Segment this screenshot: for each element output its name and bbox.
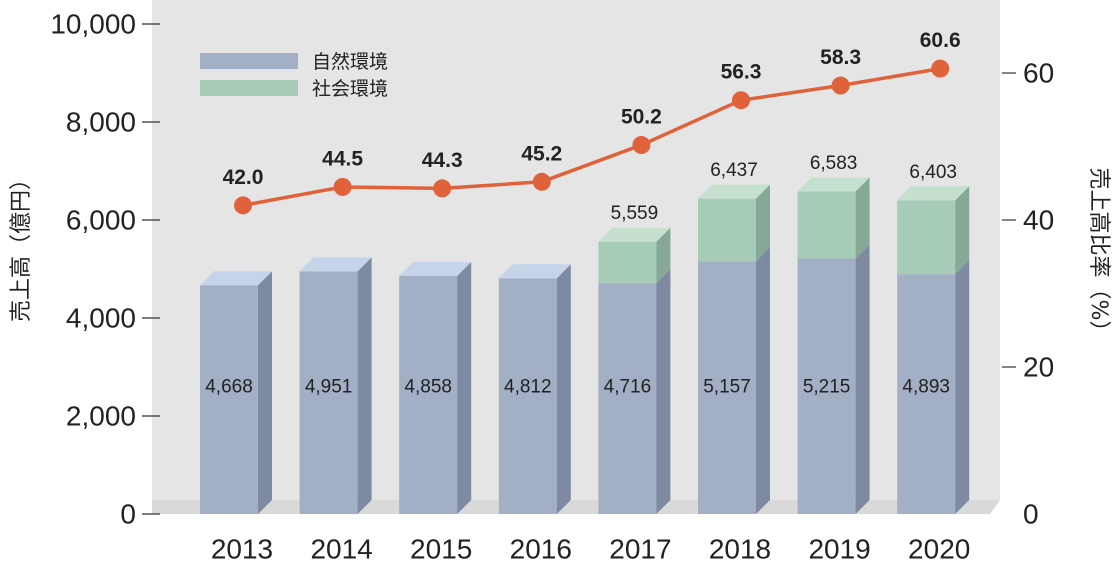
bars: 4,668 4,951 4,858 4,812 4,716 5,559 5,157 6,437…	[200, 153, 970, 514]
bar-nature	[498, 278, 557, 514]
bar-society-top	[598, 227, 671, 242]
bar-nature	[797, 258, 856, 514]
legend: 自然環境 社会環境	[200, 51, 388, 100]
y-tick-label: 8,000	[66, 107, 136, 138]
bar-value-label: 5,157	[703, 377, 751, 398]
bar-society	[698, 198, 756, 262]
x-tick-label: 2014	[310, 534, 372, 565]
ratio-line: 42.0 44.5 44.3 45.2 50.2 56.3 58.3 60.6	[223, 29, 961, 215]
ratio-label: 44.3	[422, 149, 463, 172]
bar-nature-side	[955, 260, 970, 514]
x-tick-label: 2018	[709, 534, 771, 565]
y-tick-label: 2,000	[66, 401, 136, 432]
y2-tick-label: 20	[1023, 352, 1054, 383]
bar-society-top	[797, 177, 870, 192]
bar-nature-side	[357, 257, 372, 514]
chart-floor	[152, 500, 1000, 514]
ratio-point	[433, 179, 452, 198]
bar-nature-top	[299, 257, 372, 272]
y-axis-label: 売上高（億円）	[9, 168, 34, 322]
bar-nature	[200, 285, 258, 514]
ratio-label: 56.3	[721, 61, 762, 84]
ratio-point	[632, 136, 651, 155]
right-axis: 0 20 40 60	[1002, 58, 1054, 530]
x-tick-label: 2020	[908, 534, 970, 565]
x-tick-label: 2013	[211, 534, 273, 565]
bar-society	[598, 241, 657, 283]
chart-backdrop	[152, 0, 1000, 500]
left-axis: 0 2,000 4,000 6,000 8,000 10,000	[50, 9, 160, 530]
y2-tick-label: 40	[1023, 205, 1054, 236]
legend-swatch-society	[200, 80, 298, 96]
y2-tick-label: 0	[1023, 499, 1039, 530]
x-axis: 2013 2014 2015 2016 2017 2018 2019 2020	[211, 534, 970, 565]
bar-nature	[897, 274, 956, 514]
bar-nature-top	[200, 271, 272, 286]
ratio-point	[333, 177, 352, 196]
ratio-point	[931, 59, 950, 78]
bar-society-top	[698, 184, 770, 199]
bar-nature	[399, 275, 458, 514]
bar-nature-side	[855, 244, 870, 514]
y2-axis-label: 売上高比率（%）	[1086, 168, 1111, 343]
legend-label-society: 社会環境	[312, 78, 388, 100]
x-tick-label: 2019	[808, 534, 870, 565]
bar-society-side	[855, 177, 870, 259]
y-tick-label: 6,000	[66, 205, 136, 236]
bar-value-label: 4,951	[305, 377, 353, 398]
bar-society-side	[756, 184, 770, 262]
ratio-line-path	[242, 66, 941, 208]
bar-nature-side	[656, 268, 671, 514]
ratio-label: 42.0	[223, 166, 264, 189]
ratio-point	[234, 196, 252, 215]
bar-nature	[598, 282, 657, 514]
bar-nature	[299, 271, 358, 514]
y-tick-label: 10,000	[50, 9, 136, 40]
bar-value-label: 4,893	[902, 377, 950, 398]
bar-value-label: 4,716	[604, 377, 652, 398]
bar-nature-side	[556, 264, 571, 514]
ratio-point	[831, 76, 850, 95]
bar-value-label: 4,668	[205, 377, 253, 398]
bar-society-side	[656, 227, 671, 283]
bar-total-label: 6,583	[810, 153, 858, 174]
y-tick-label: 0	[120, 499, 136, 530]
y2-tick-label: 60	[1023, 58, 1054, 89]
x-tick-label: 2015	[410, 534, 472, 565]
x-tick-label: 2016	[510, 534, 572, 565]
bar-society	[797, 191, 856, 259]
ratio-label: 50.2	[621, 106, 662, 129]
bar-nature-top	[399, 261, 472, 276]
legend-label-nature: 自然環境	[312, 51, 388, 73]
bar-society-top	[897, 186, 970, 201]
bar-total-label: 6,403	[909, 162, 957, 183]
bar-nature	[698, 261, 756, 514]
y-tick-label: 4,000	[66, 303, 136, 334]
bar-value-label: 4,812	[504, 377, 552, 398]
x-tick-label: 2017	[609, 534, 671, 565]
bar-nature-side	[258, 271, 272, 514]
bar-nature-side	[756, 247, 770, 514]
ratio-label: 45.2	[521, 142, 562, 165]
ratio-label: 44.5	[322, 147, 363, 170]
bar-value-label: 4,858	[404, 377, 452, 398]
bar-nature-side	[457, 261, 472, 514]
ratio-point	[532, 172, 551, 191]
bar-total-label: 5,559	[611, 203, 659, 224]
bar-nature-top	[498, 264, 571, 279]
bar-total-label: 6,437	[710, 160, 758, 181]
legend-swatch-nature	[200, 53, 298, 69]
ratio-label: 58.3	[820, 46, 861, 69]
bar-value-label: 5,215	[803, 377, 851, 398]
bar-society-side	[955, 186, 970, 275]
bar-society	[897, 200, 956, 275]
ratio-label: 60.6	[920, 29, 961, 52]
ratio-point	[732, 91, 750, 110]
